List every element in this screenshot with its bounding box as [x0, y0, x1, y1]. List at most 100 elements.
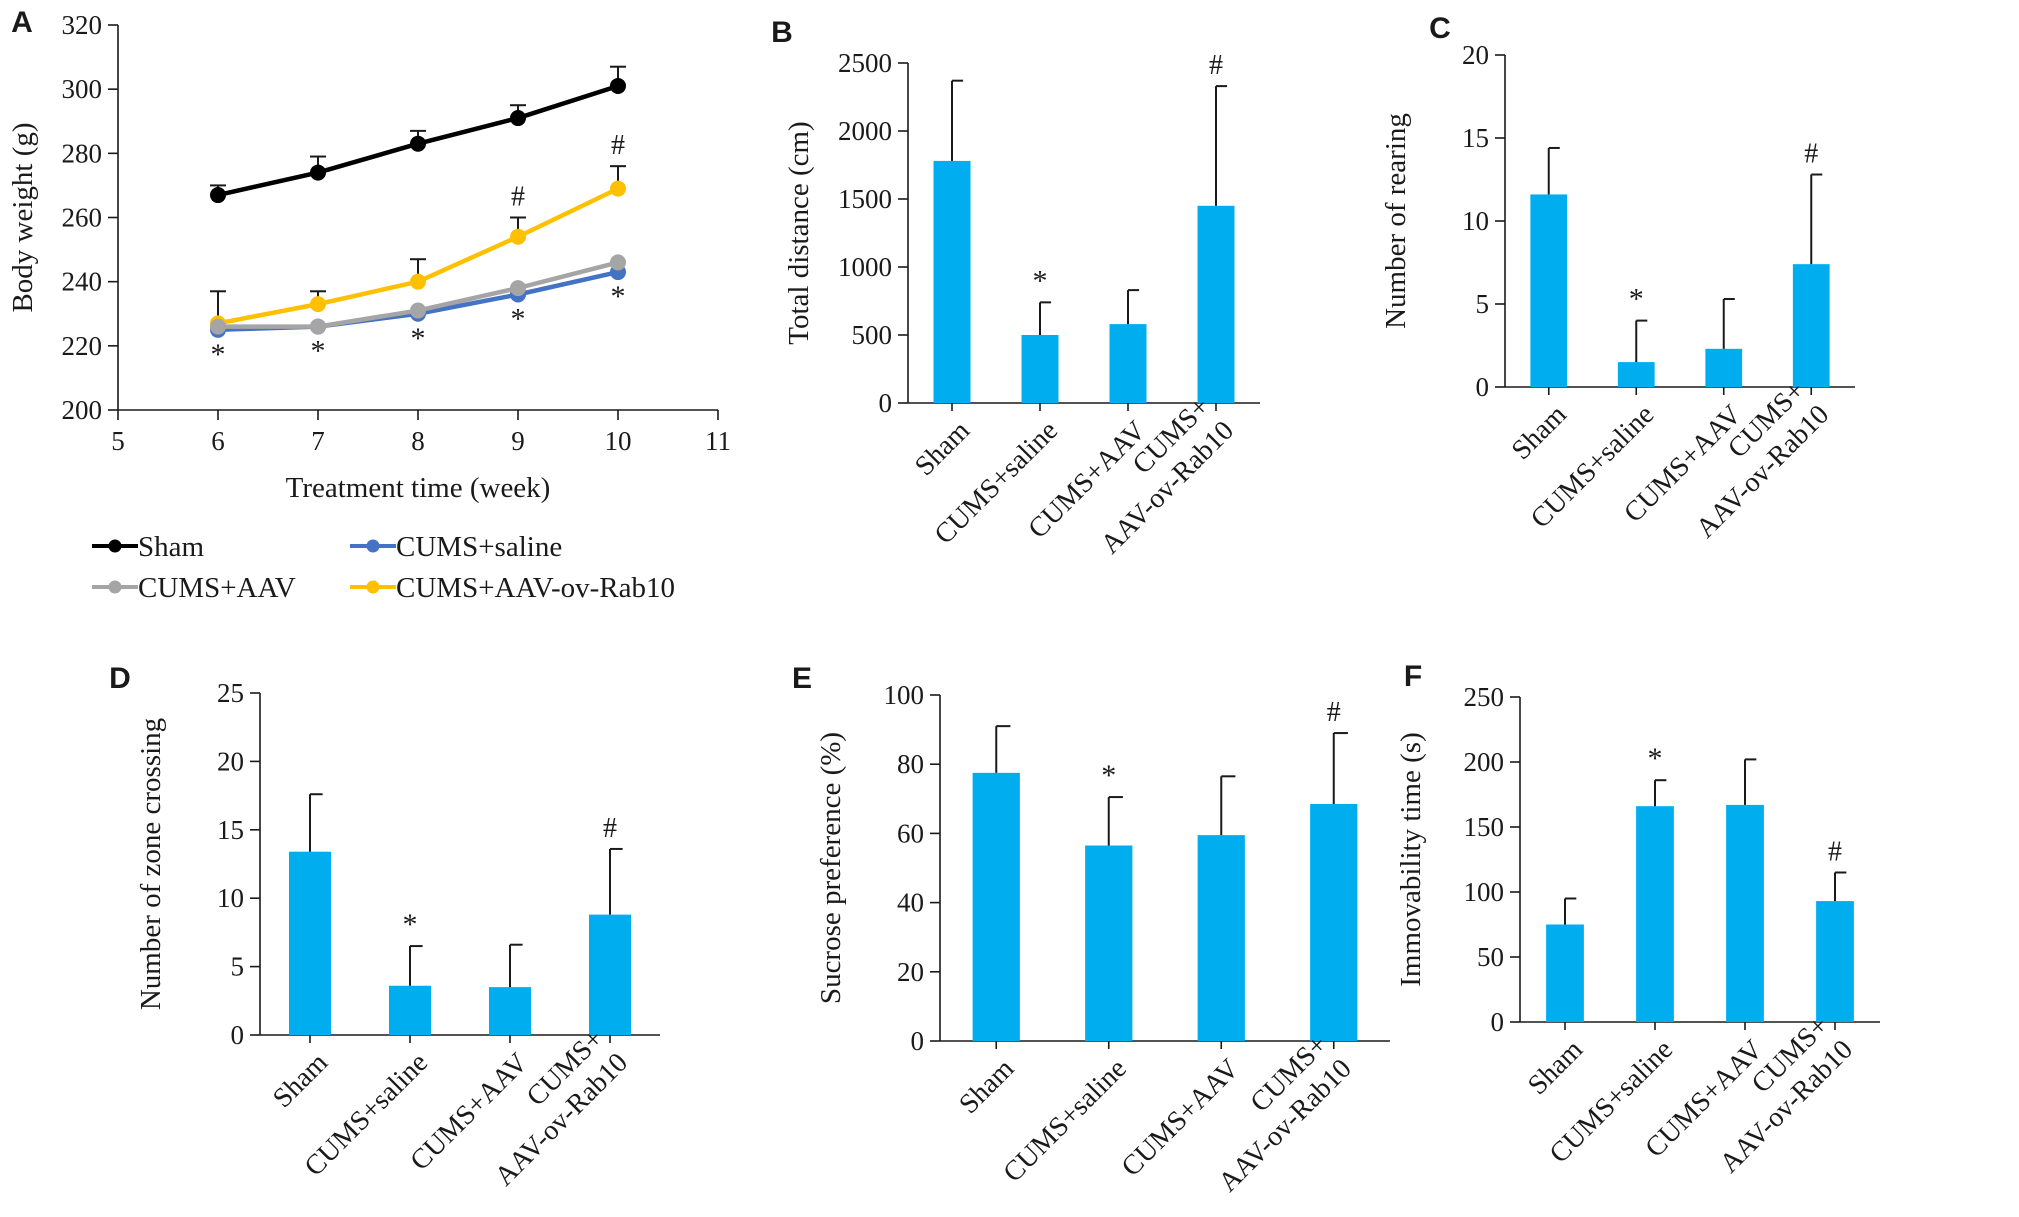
legend-label: CUMS+AAV-ov-Rab10	[396, 572, 675, 604]
y-tick-label: 260	[62, 203, 103, 233]
category-label-line: Sham	[1506, 399, 1573, 466]
legend-swatch-dot	[108, 580, 122, 594]
y-tick-label: 100	[884, 680, 925, 710]
y-tick-label: 220	[62, 331, 103, 361]
significance-star: *	[311, 335, 326, 368]
bar	[1197, 205, 1235, 403]
y-tick-label: 240	[62, 267, 103, 297]
bar	[1546, 924, 1584, 1022]
y-tick-label: 10	[1462, 206, 1489, 236]
bar	[1705, 348, 1743, 387]
y-tick-label: 20	[897, 957, 924, 987]
bar-group: CUMS+AAV	[1116, 775, 1245, 1183]
bar-group: Sham	[909, 79, 976, 482]
y-tick-label: 200	[62, 395, 103, 425]
significance-star: *	[611, 280, 626, 313]
y-tick-label: 20	[217, 746, 244, 776]
category-label: Sham	[267, 1047, 334, 1114]
x-tick-label: 8	[411, 426, 425, 456]
y-axis-title: Number of rearing	[1380, 113, 1412, 329]
bar-group: Sham	[953, 725, 1020, 1120]
data-point	[510, 280, 526, 297]
bar	[389, 985, 431, 1035]
bar	[972, 772, 1020, 1041]
bar	[1792, 264, 1830, 387]
y-tick-label: 150	[1464, 812, 1505, 842]
bar-group: Sham	[1506, 146, 1573, 466]
significance-hash: #	[511, 182, 525, 213]
data-point	[310, 164, 326, 181]
y-axis-title: Number of zone crossing	[135, 718, 167, 1010]
y-tick-label: 0	[1491, 1007, 1505, 1037]
significance-star: *	[1648, 742, 1663, 775]
bar-group: Sham	[267, 793, 334, 1114]
panel-label: E	[792, 662, 812, 695]
y-tick-label: 0	[231, 1020, 245, 1050]
y-tick-label: 200	[1464, 747, 1505, 777]
y-tick-label: 80	[897, 749, 924, 779]
y-tick-label: 25	[217, 678, 244, 708]
significance-star: *	[411, 322, 426, 355]
y-axis-title: Immovability time (s)	[1395, 732, 1427, 987]
legend-item: CUMS+AAV-ov-Rab10	[350, 572, 675, 604]
significance-hash: #	[1804, 139, 1818, 170]
panel-label: B	[771, 16, 793, 49]
x-tick-label: 11	[705, 426, 731, 456]
bar	[1085, 845, 1133, 1041]
y-axis-title: Sucrose preference (%)	[815, 732, 847, 1004]
data-point	[210, 187, 226, 204]
legend-item: CUMS+AAV	[92, 572, 296, 604]
y-tick-label: 50	[1477, 942, 1504, 972]
data-point	[410, 302, 426, 319]
y-tick-label: 1000	[838, 252, 892, 282]
y-tick-label: 0	[879, 388, 893, 418]
bar-group: #CUMS+AAV-ov-Rab10	[1690, 139, 1835, 545]
legend-label: Sham	[138, 531, 205, 563]
data-point	[310, 296, 326, 313]
y-tick-label: 15	[217, 815, 244, 845]
bar-group: #CUMS+AAV-ov-Rab10	[1714, 837, 1859, 1180]
category-label-line: Sham	[909, 415, 976, 482]
significance-star: *	[511, 303, 526, 336]
category-label-line: Sham	[267, 1047, 334, 1114]
data-point	[210, 318, 226, 335]
significance-star: *	[1101, 759, 1116, 792]
y-tick-label: 100	[1464, 877, 1505, 907]
significance-star: *	[211, 338, 226, 371]
significance-hash: #	[603, 813, 617, 844]
data-point	[610, 77, 626, 94]
y-tick-label: 320	[62, 10, 103, 40]
category-label: CUMS+AAV-ov-Rab10	[1213, 1029, 1358, 1198]
x-tick-label: 10	[605, 426, 632, 456]
panel-label: C	[1429, 12, 1451, 45]
y-tick-label: 20	[1462, 40, 1489, 70]
data-point	[310, 318, 326, 335]
data-point	[510, 110, 526, 127]
data-point	[610, 180, 626, 197]
y-tick-label: 0	[1476, 372, 1490, 402]
y-tick-label: 1500	[838, 184, 892, 214]
y-tick-label: 0	[911, 1026, 925, 1056]
y-tick-label: 40	[897, 888, 924, 918]
bar	[1636, 806, 1674, 1022]
significance-star: *	[1033, 264, 1048, 297]
bar	[1726, 804, 1764, 1022]
data-point	[510, 228, 526, 245]
legend-item: Sham	[92, 531, 205, 563]
x-tick-label: 7	[311, 426, 325, 456]
y-axis-title: Body weight (g)	[7, 122, 39, 312]
category-label: Sham	[1522, 1034, 1589, 1101]
bar-group: Sham	[1522, 897, 1589, 1101]
y-tick-label: 5	[1476, 289, 1490, 319]
category-label: Sham	[953, 1053, 1020, 1120]
bar	[1197, 835, 1245, 1041]
category-label-line: Sham	[1522, 1034, 1589, 1101]
series-cums-aav-ov-rab10: ##	[210, 130, 626, 332]
category-label-line: Sham	[953, 1053, 1020, 1120]
bar	[1816, 901, 1854, 1022]
legend-label: CUMS+AAV	[138, 572, 296, 604]
bar	[1617, 362, 1655, 387]
legend-swatch-dot	[108, 539, 122, 553]
significance-star: *	[403, 908, 418, 941]
